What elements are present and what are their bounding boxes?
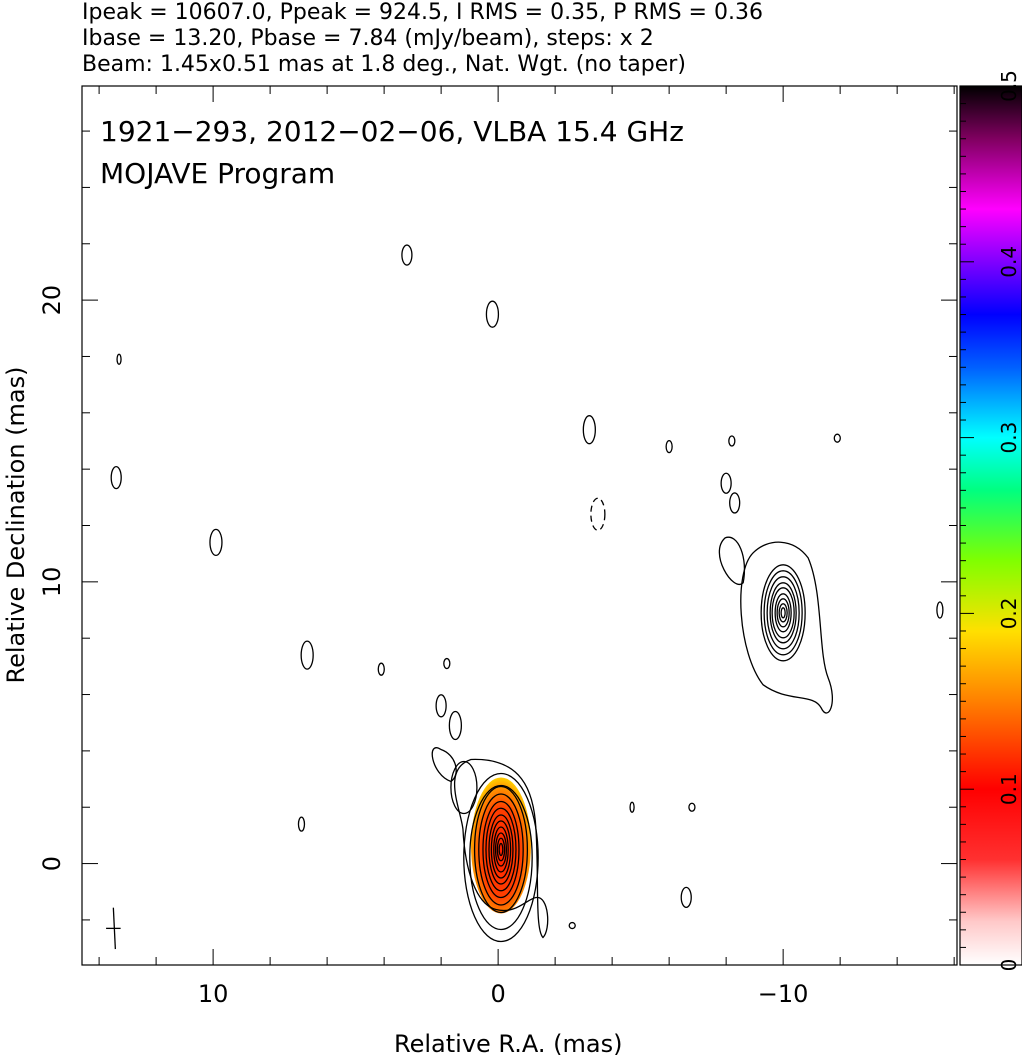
source-annotation: 1921−293, 2012−02−06, VLBA 15.4 GHz xyxy=(100,115,684,148)
jet-contour xyxy=(769,582,797,644)
noise-contour xyxy=(665,439,673,454)
noise-contour xyxy=(936,601,944,619)
noise-contour xyxy=(720,472,732,494)
colorbar-tick-label: 0 xyxy=(997,959,1021,972)
core-contour xyxy=(496,837,506,862)
noise-contour xyxy=(435,694,447,718)
colorbar-tick-label: 0.3 xyxy=(997,422,1021,454)
noise-contour xyxy=(728,435,736,447)
header-line-2: Ibase = 13.20, Pbase = 7.84 (mJy/beam), … xyxy=(82,26,654,51)
noise-contour xyxy=(729,492,741,514)
noise-contour xyxy=(300,640,314,670)
noise-contour xyxy=(582,415,596,445)
beam-marker xyxy=(106,907,121,950)
jet-contour xyxy=(778,603,788,623)
x-tick-label: 0 xyxy=(490,980,505,1008)
colorbar-ticks xyxy=(960,85,974,966)
x-tick-label: 10 xyxy=(198,980,229,1008)
noise-contour xyxy=(297,816,306,832)
plot-area xyxy=(110,244,944,943)
jet-contour xyxy=(760,564,806,662)
noise-contour xyxy=(688,802,696,812)
noise-contour xyxy=(209,528,223,557)
core-contour xyxy=(469,784,533,931)
core-contour xyxy=(488,814,514,885)
header-line-3: Beam: 1.45x0.51 mas at 1.8 deg., Nat. Wg… xyxy=(82,52,686,77)
noise-contour xyxy=(833,433,841,443)
core-contour xyxy=(493,826,509,873)
core-contour xyxy=(490,820,512,879)
polarization-fill xyxy=(470,777,531,914)
jet-outer-contour xyxy=(740,541,833,714)
core-contour xyxy=(485,807,517,892)
jet-contour xyxy=(771,587,795,639)
program-annotation: MOJAVE Program xyxy=(100,157,336,190)
x-tick-label: −10 xyxy=(758,980,809,1008)
core-contour xyxy=(494,832,508,867)
core-contour xyxy=(478,793,524,906)
negative-contour xyxy=(590,497,606,531)
noise-contour xyxy=(116,353,122,365)
jet-outer-contour xyxy=(718,536,746,586)
axes xyxy=(82,86,957,965)
colorbar xyxy=(959,85,1022,966)
noise-contour xyxy=(450,760,478,815)
noise-contour xyxy=(401,244,413,266)
y-tick-label: 0 xyxy=(38,856,66,871)
noise-contour xyxy=(448,710,463,741)
colorbar-tick-label: 0.1 xyxy=(997,773,1021,805)
core-contour xyxy=(482,800,520,899)
noise-contour xyxy=(443,657,451,670)
core-contour xyxy=(463,772,539,943)
noise-contour xyxy=(680,886,692,909)
colorbar-tick-label: 0.4 xyxy=(997,246,1021,278)
y-tick-label: 10 xyxy=(38,567,66,598)
noise-contour xyxy=(629,801,635,813)
jet-contour xyxy=(766,576,800,650)
jet-contour xyxy=(774,593,792,633)
y-tick-label: 20 xyxy=(38,285,66,316)
jet-contour xyxy=(776,598,790,628)
y-axis-label: Relative Declination (mas) xyxy=(2,366,30,684)
contour-lines xyxy=(110,244,944,943)
tick-labels: 10 0 −10 0 10 20 xyxy=(38,285,808,1008)
colorbar-tick-label: 0.5 xyxy=(997,70,1021,102)
colorbar-tick-label: 0.2 xyxy=(997,597,1021,629)
jet-contour xyxy=(763,570,803,656)
core-contour xyxy=(498,842,504,857)
noise-contour xyxy=(568,921,576,930)
header-line-1: Ipeak = 10607.0, Ppeak = 924.5, I RMS = … xyxy=(82,0,763,25)
x-axis-label: Relative R.A. (mas) xyxy=(394,1030,623,1058)
jet-contour xyxy=(780,607,786,619)
noise-contour xyxy=(485,300,500,328)
colorbar-labels: 0 0.1 0.2 0.3 0.4 0.5 xyxy=(997,70,1021,971)
core-contour xyxy=(473,785,529,914)
noise-contour xyxy=(110,465,122,490)
noise-contour xyxy=(377,662,385,676)
core-outer-contour xyxy=(453,758,549,939)
